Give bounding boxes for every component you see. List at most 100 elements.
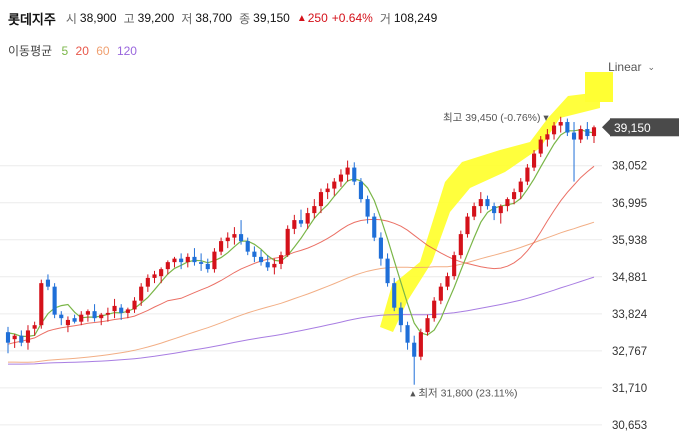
candle-body — [452, 255, 457, 277]
high-price: 39,200 — [137, 11, 175, 25]
candle-body — [112, 305, 117, 312]
candle-body — [139, 286, 144, 301]
candle-body — [458, 234, 463, 256]
candle-body — [318, 192, 324, 207]
candle-body — [32, 325, 37, 329]
candle-body — [372, 216, 377, 238]
candle-body — [398, 307, 403, 326]
candle-body — [312, 206, 317, 214]
y-tick-label: 33,824 — [612, 309, 648, 321]
ma-period-5: 5 — [61, 44, 69, 58]
current-price-label: 39,150 — [614, 121, 651, 135]
candle-body — [438, 286, 443, 301]
candle-body — [285, 228, 290, 256]
candle-body — [492, 206, 497, 214]
candle-body — [239, 234, 244, 242]
ma-period-120: 120 — [116, 44, 137, 58]
ma-period-20: 20 — [75, 44, 89, 58]
low-price: 38,700 — [195, 11, 233, 25]
candle-body — [172, 258, 177, 263]
highlight-marker — [585, 72, 613, 102]
candle-body — [72, 318, 77, 322]
candle-body — [465, 216, 470, 235]
candle-body — [332, 181, 337, 189]
candle-body — [219, 241, 224, 252]
candle-body — [472, 206, 477, 217]
candle-body — [571, 132, 577, 140]
candle-body — [105, 312, 110, 315]
candle-body — [551, 125, 557, 135]
candle-body — [498, 206, 503, 214]
current-price-pointer — [602, 119, 610, 136]
candle-body — [59, 314, 64, 319]
candle-body — [525, 167, 530, 182]
candle-body — [345, 167, 350, 175]
candle-body — [19, 335, 24, 343]
close-label: 종 — [239, 11, 251, 26]
candle-body — [79, 314, 84, 322]
candle-body — [152, 274, 157, 278]
candle-body — [265, 262, 270, 268]
candle-body — [538, 139, 543, 154]
candle-body — [298, 220, 304, 224]
candle-body — [358, 181, 363, 200]
ma-period-60: 60 — [96, 44, 110, 58]
candle-body — [252, 251, 257, 257]
change-amount: 250 — [307, 11, 328, 25]
open-label: 시 — [65, 11, 77, 26]
candle-body — [85, 311, 90, 315]
candle-body — [145, 277, 150, 287]
close-price: 39,150 — [253, 11, 290, 25]
candle-body — [245, 241, 250, 252]
candle-body — [392, 283, 397, 308]
scale-selector[interactable]: Linear ⌄ — [608, 60, 655, 74]
y-tick-label: 35,938 — [612, 235, 647, 247]
candle-body — [485, 199, 490, 207]
candle-body — [119, 307, 124, 313]
y-tick-label: 31,710 — [612, 383, 647, 395]
candle-body — [338, 174, 344, 182]
y-tick-label: 36,995 — [612, 198, 647, 210]
candle-body — [385, 258, 390, 284]
candle-body — [199, 262, 204, 264]
candle-body — [185, 256, 190, 263]
candle-body — [159, 269, 164, 277]
current-price-tag — [610, 118, 679, 137]
candle-body — [478, 199, 483, 207]
ma60-line — [8, 221, 595, 363]
candle-body — [418, 332, 423, 357]
candle-body — [225, 237, 230, 242]
candle-body — [179, 258, 184, 263]
candle-body — [412, 342, 417, 357]
chevron-down-icon: ⌄ — [647, 61, 655, 72]
candle-body — [192, 256, 197, 263]
open-price: 38,900 — [79, 11, 117, 25]
candle-body — [365, 199, 370, 217]
candle-body — [558, 122, 563, 126]
candle-body — [591, 127, 597, 137]
volume-value: 108,249 — [393, 11, 438, 25]
candle-body — [325, 188, 330, 193]
candle-body — [258, 256, 264, 263]
candle-body — [445, 276, 450, 287]
low-label: 저 — [181, 11, 193, 26]
ma-legend-title: 이동평균 — [8, 44, 53, 58]
max-price-annotation: 최고 39,450 (-0.76%) ▾ — [443, 112, 549, 124]
volume-label: 거 — [379, 11, 391, 26]
change-percent: +0.64% — [331, 11, 373, 25]
candle-body — [212, 251, 217, 270]
candle-body — [585, 129, 590, 137]
candle-body — [305, 213, 310, 224]
y-tick-label: 38,052 — [612, 161, 647, 173]
candle-body — [292, 220, 297, 229]
candle-body — [5, 332, 11, 343]
candle-body — [12, 335, 17, 340]
candle-body — [205, 263, 210, 270]
candle-body — [39, 283, 44, 326]
candle-body — [512, 192, 517, 200]
candle-body — [92, 311, 97, 319]
y-tick-label: 34,881 — [612, 272, 647, 284]
min-price-annotation: ▴ 최저 31,800 (23.11%) — [410, 388, 517, 400]
candle-body — [232, 234, 237, 238]
